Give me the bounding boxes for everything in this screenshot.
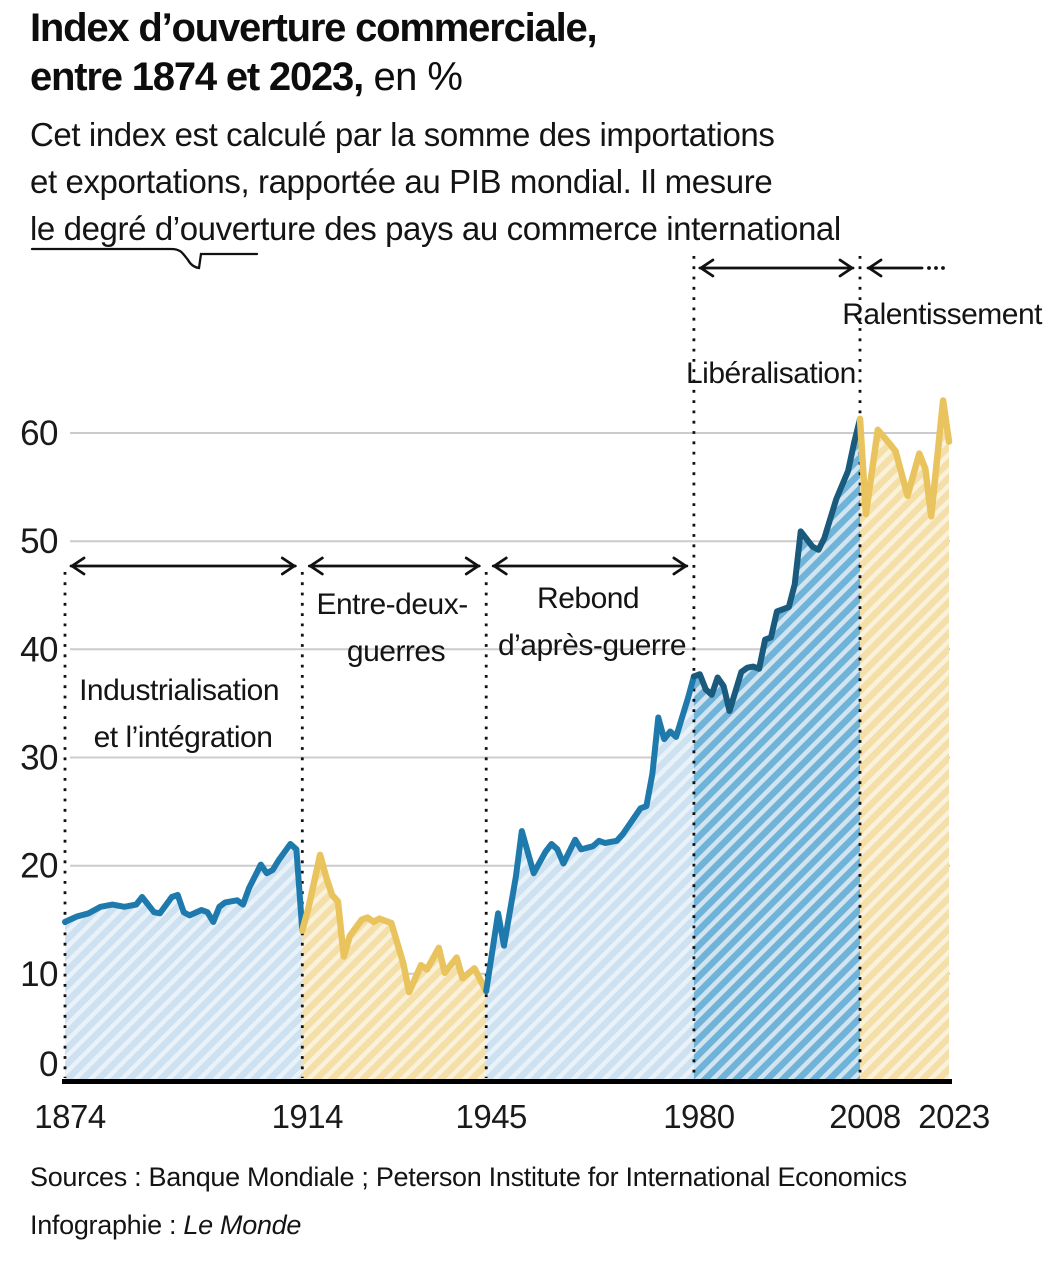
annotation-entre-deux-guerres: Entre-deux- guerres — [316, 588, 475, 668]
x-axis-labels: 1874 1914 1945 1980 2008 2023 — [34, 1098, 990, 1135]
area-fill-ralentissement — [860, 400, 949, 1081]
y-tick-label-60: 60 — [20, 414, 58, 453]
line-series-rebond-apres-guerre — [483, 673, 697, 995]
period-area-fills — [65, 400, 949, 1081]
y-axis-labels: 0 10 20 30 40 50 60 — [20, 414, 58, 1084]
arrow-industrialisation — [69, 556, 297, 576]
area-fill-entre-deux-guerres — [302, 854, 487, 1081]
line-series-industrialisation — [62, 841, 306, 934]
annotation-entre-deux-guerres-line2: guerres — [347, 635, 445, 668]
chart-title-line1: Index d’ouverture commerciale, — [30, 6, 598, 50]
arrow-continuation-dot — [941, 266, 945, 270]
arrowhead-left-icon — [699, 258, 715, 278]
line-series-liberalisation — [690, 415, 863, 714]
arrowhead-left-icon — [70, 556, 86, 576]
period-divider-dotted-lines — [63, 256, 862, 1078]
arrow-continuation-dot — [934, 266, 938, 270]
y-tick-label-20: 20 — [20, 847, 58, 886]
chart-title-unit: en % — [363, 55, 463, 99]
credit-line: Infographie : Le Monde — [30, 1201, 1030, 1249]
annotation-ralentissement: Ralentissement — [842, 298, 1043, 331]
annotation-industrialisation-line2: et l’intégration — [94, 721, 273, 754]
y-tick-label-30: 30 — [20, 739, 58, 778]
annotation-rebond-line1: Rebond — [537, 582, 639, 615]
arrow-ralentissement — [866, 258, 924, 278]
x-tick-label-1980: 1980 — [663, 1098, 735, 1135]
arrow-entre-deux-guerres — [307, 556, 481, 576]
chart-subtitle-line1: Cet index est calculé par la somme des i… — [30, 116, 775, 153]
arrowhead-left-icon — [308, 556, 324, 576]
area-fill-rebond-apres-guerre — [486, 676, 694, 1081]
x-tick-label-1914: 1914 — [272, 1098, 344, 1135]
arrowhead-right-icon — [464, 556, 480, 576]
annotation-rebond-line2: d’après-guerre — [498, 629, 686, 662]
chart-subtitle: Cet index est calculé par la somme des i… — [30, 111, 1020, 252]
annotation-industrialisation: Industrialisation et l’intégration — [79, 674, 287, 754]
x-tick-label-1874: 1874 — [34, 1098, 106, 1135]
chart-header: Index d’ouverture commerciale, entre 187… — [30, 4, 1020, 252]
arrowhead-right-icon — [280, 556, 296, 576]
area-fill-liberalisation — [693, 418, 860, 1081]
chart-title-line2-bold: entre 1874 et 2023, — [30, 55, 364, 99]
annotation-liberalisation: Libéralisation — [686, 357, 856, 390]
chart-subtitle-line3: le degré d’ouverture des pays au commerc… — [30, 210, 841, 247]
credit-prefix: Infographie : — [30, 1210, 184, 1240]
sources-line: Sources : Banque Mondiale ; Peterson Ins… — [30, 1162, 907, 1192]
arrow-liberalisation — [698, 258, 855, 278]
flourish-divider-icon — [30, 247, 259, 270]
arrowhead-right-icon — [672, 556, 688, 576]
chart-title-line2: entre 1874 et 2023, en % — [30, 53, 1020, 102]
y-tick-label-0: 0 — [39, 1045, 58, 1084]
chart-subtitle-line2: et exportations, rapportée au PIB mondia… — [30, 163, 773, 200]
y-tick-label-50: 50 — [20, 522, 58, 561]
x-axis-line — [62, 1079, 952, 1084]
x-tick-label-2008: 2008 — [829, 1098, 900, 1135]
arrowhead-right-icon — [838, 258, 854, 278]
y-tick-label-10: 10 — [20, 955, 58, 994]
arrowhead-left-icon — [492, 556, 508, 576]
chart-footer: Sources : Banque Mondiale ; Peterson Ins… — [30, 1153, 1030, 1249]
annotation-industrialisation-line1: Industrialisation — [79, 674, 279, 707]
data-line-series — [62, 397, 953, 996]
area-fill-industrialisation — [65, 844, 303, 1081]
period-range-arrows — [69, 258, 945, 576]
annotation-rebond: Rebond d’après-guerre — [498, 582, 686, 662]
arrow-rebond — [491, 556, 689, 576]
period-annotations: Industrialisation et l’intégration Entre… — [79, 298, 1044, 754]
annotation-entre-deux-guerres-line1: Entre-deux- — [316, 588, 467, 621]
x-tick-label-2023: 2023 — [918, 1098, 989, 1135]
line-series-ralentissement — [856, 397, 953, 520]
x-tick-label-1945: 1945 — [455, 1098, 526, 1135]
y-tick-label-40: 40 — [20, 630, 58, 669]
credit-name: Le Monde — [183, 1210, 302, 1240]
arrowhead-left-icon — [867, 258, 883, 278]
arrow-continuation-dot — [927, 266, 931, 270]
line-series-entre-deux-guerres — [299, 851, 490, 996]
